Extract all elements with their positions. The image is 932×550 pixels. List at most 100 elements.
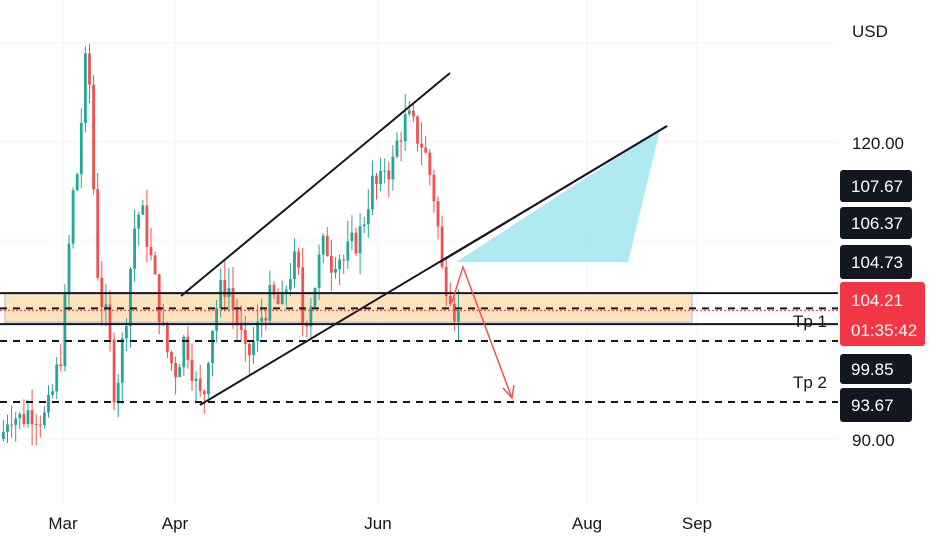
- candle-body: [112, 339, 116, 403]
- candle-body: [321, 235, 325, 255]
- candle-body: [55, 364, 59, 392]
- candle-body: [84, 53, 87, 123]
- candle-body: [256, 321, 259, 342]
- candle-body: [371, 175, 374, 210]
- candle-body: [170, 352, 173, 364]
- candle-body: [440, 226, 444, 267]
- candle-body: [96, 189, 100, 278]
- channel-upper-line: [180, 72, 451, 297]
- candle-body: [10, 424, 13, 426]
- candle-body: [211, 330, 214, 364]
- candle-body: [120, 338, 124, 383]
- candle-body: [6, 424, 9, 432]
- candle-body: [248, 343, 251, 356]
- candle-body: [88, 53, 91, 85]
- candle-body: [453, 304, 456, 322]
- current-price-text: 104.21: [851, 291, 903, 310]
- candle-body: [141, 205, 145, 215]
- x-tick-label: Mar: [48, 514, 78, 533]
- price-label-text: 104.73: [851, 253, 903, 272]
- candle-body: [182, 336, 186, 368]
- candle-body: [448, 296, 452, 305]
- candle-body: [317, 254, 321, 288]
- candle-body: [387, 170, 391, 180]
- candle-body: [26, 410, 30, 424]
- x-tick-label: Sep: [682, 514, 712, 533]
- candle-body: [280, 291, 284, 304]
- candle-body: [194, 378, 198, 381]
- candle-body: [18, 413, 22, 419]
- tp-label: Tp 1: [793, 312, 827, 331]
- candle-body: [63, 294, 67, 367]
- candle-body: [272, 284, 276, 295]
- projection-path: [451, 264, 513, 399]
- candle-body: [14, 418, 18, 425]
- candle-body: [79, 122, 83, 175]
- candle-body: [207, 363, 210, 395]
- candle-body: [420, 143, 423, 148]
- candle-body: [186, 336, 190, 360]
- price-label-box: [840, 207, 912, 239]
- candle-body: [407, 110, 411, 115]
- price-label-box: [840, 388, 912, 422]
- x-tick-label: Jun: [364, 514, 391, 533]
- x-tick-label: Aug: [572, 514, 602, 533]
- annotation-layer: Tp 1 Tp 2: [793, 312, 827, 392]
- candle-body: [125, 325, 128, 339]
- candle-body: [38, 424, 42, 426]
- candle-body: [293, 251, 296, 280]
- candle-body: [342, 259, 346, 261]
- candle-body: [416, 116, 419, 144]
- candle-body: [403, 114, 407, 142]
- price-label-text: 93.67: [851, 396, 894, 415]
- candle-body: [239, 325, 243, 330]
- y-tick-label: 120.00: [852, 134, 904, 153]
- candle-body: [161, 322, 165, 324]
- x-tick-label: Apr: [162, 514, 189, 533]
- candlestick-series: [2, 43, 460, 446]
- time-axis[interactable]: Mar Apr Jun Aug Sep: [48, 514, 712, 533]
- projection-arrowhead: [502, 384, 515, 400]
- candle-body: [243, 329, 247, 344]
- candle-body: [30, 410, 34, 425]
- candle-body: [166, 322, 169, 353]
- candle-body: [330, 256, 333, 273]
- candle-body: [334, 268, 337, 273]
- candle-body: [215, 308, 218, 331]
- candle-body: [22, 413, 26, 424]
- candle-body: [284, 289, 288, 292]
- candle-body: [375, 175, 378, 185]
- candle-body: [346, 241, 350, 261]
- price-label-text: 107.67: [851, 177, 903, 196]
- countdown-text: 01:35:42: [851, 321, 917, 340]
- candle-body: [133, 228, 136, 269]
- candle-body: [59, 364, 63, 367]
- candle-body: [338, 259, 341, 269]
- candle-body: [116, 382, 120, 403]
- candle-body: [297, 251, 300, 268]
- candle-body: [202, 390, 206, 395]
- target-triangle: [456, 130, 660, 262]
- candle-body: [305, 324, 309, 327]
- candle-body: [43, 412, 46, 426]
- candle-body: [399, 140, 403, 142]
- candle-body: [104, 304, 108, 308]
- candle-body: [379, 170, 382, 185]
- candle-body: [289, 279, 292, 290]
- currency-label: USD: [852, 22, 888, 41]
- candle-body: [383, 170, 387, 172]
- candle-body: [301, 267, 305, 325]
- candle-body: [137, 214, 141, 229]
- candle-body: [309, 306, 313, 327]
- candle-body: [145, 205, 149, 247]
- candle-body: [276, 294, 280, 304]
- candle-body: [252, 341, 255, 356]
- price-label-text: 99.85: [851, 360, 894, 379]
- candle-body: [366, 209, 370, 225]
- price-label-box: [840, 170, 912, 202]
- candle-body: [198, 378, 202, 391]
- price-axis[interactable]: USD 120.00 90.00 107.67 106.37 104.73 99.85 93.…: [840, 22, 925, 450]
- candle-body: [75, 174, 79, 191]
- candle-body: [92, 84, 95, 190]
